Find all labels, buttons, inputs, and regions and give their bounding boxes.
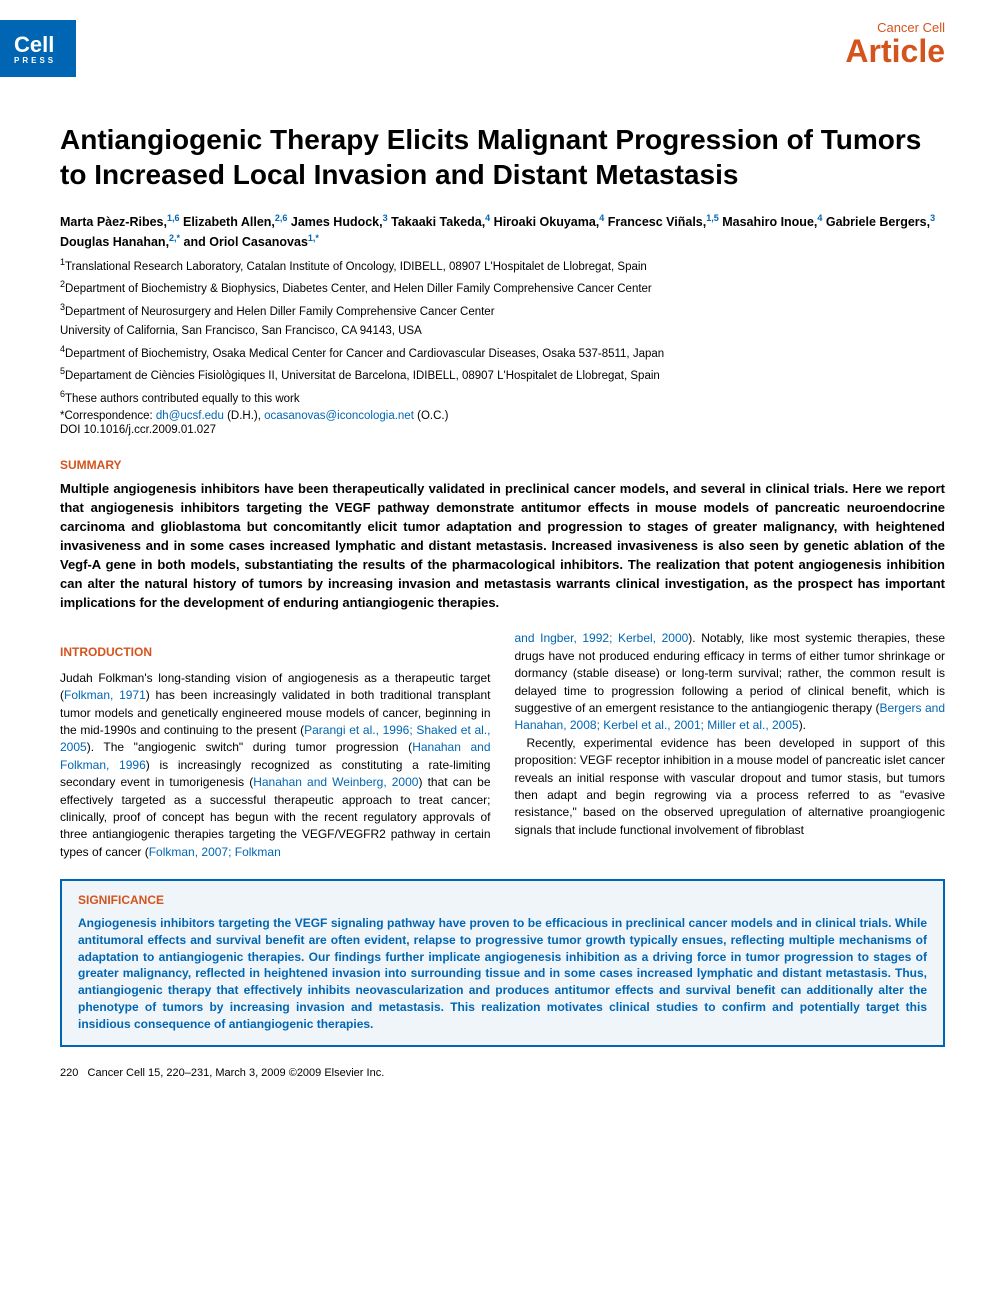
affiliation-text: These authors contributed equally to thi… <box>65 393 300 405</box>
affiliation-text: Translational Research Laboratory, Catal… <box>65 261 647 273</box>
author-affil-sup: 1,* <box>308 233 319 243</box>
summary-text: Multiple angiogenesis inhibitors have be… <box>60 480 945 612</box>
affiliation-line: University of California, San Francisco,… <box>60 323 945 340</box>
author-affil-sup: 4 <box>817 213 822 223</box>
author-name: and Oriol Casanovas <box>184 235 308 249</box>
author-affil-sup: 1,5 <box>706 213 719 223</box>
correspondence-initials-1: (D.H.), <box>227 410 261 422</box>
intro-paragraph-2: Recently, experimental evidence has been… <box>515 735 946 839</box>
significance-box: SIGNIFICANCE Angiogenesis inhibitors tar… <box>60 879 945 1047</box>
author-affil-sup: 3 <box>930 213 935 223</box>
affiliation-text: Department of Biochemistry & Biophysics,… <box>65 283 652 295</box>
authors-list: Marta Pàez-Ribes,1,6 Elizabeth Allen,2,6… <box>60 212 945 252</box>
footer-citation: Cancer Cell 15, 220–231, March 3, 2009 ©… <box>88 1067 385 1079</box>
author-name: Marta Pàez-Ribes, <box>60 215 167 229</box>
author-affil-sup: 4 <box>485 213 490 223</box>
affiliation-line: 1Translational Research Laboratory, Cata… <box>60 256 945 276</box>
author-affil-sup: 1,6 <box>167 213 180 223</box>
affiliations-list: 1Translational Research Laboratory, Cata… <box>60 256 945 408</box>
significance-text: Angiogenesis inhibitors targeting the VE… <box>78 915 927 1033</box>
correspondence-email-2[interactable]: ocasanovas@iconcologia.net <box>264 410 414 422</box>
affiliation-line: 6These authors contributed equally to th… <box>60 388 945 408</box>
reference-link[interactable]: Hanahan and Weinberg, 2000 <box>253 775 418 789</box>
column-left: INTRODUCTION Judah Folkman's long-standi… <box>60 630 491 861</box>
author-affil-sup: 2,6 <box>275 213 288 223</box>
article-title: Antiangiogenic Therapy Elicits Malignant… <box>60 122 945 192</box>
reference-link[interactable]: Folkman, 2007; Folkman <box>149 845 281 859</box>
author-affil-sup: 2,* <box>169 233 180 243</box>
author-name: Gabriele Bergers, <box>826 215 930 229</box>
page-footer: 220 Cancer Cell 15, 220–231, March 3, 20… <box>60 1067 945 1079</box>
author-name: Masahiro Inoue, <box>722 215 817 229</box>
body-columns: INTRODUCTION Judah Folkman's long-standi… <box>60 630 945 861</box>
affiliation-text: Department of Biochemistry, Osaka Medica… <box>65 348 664 360</box>
author-affil-sup: 3 <box>383 213 388 223</box>
affiliation-text: Departament de Ciències Fisiològiques II… <box>65 370 660 382</box>
author-name: Hiroaki Okuyama, <box>494 215 600 229</box>
page: Cell PRESS Cancer Cell Article Antiangio… <box>0 0 1005 1119</box>
intro-paragraph-1-continued: and Ingber, 1992; Kerbel, 2000). Notably… <box>515 630 946 734</box>
correspondence-initials-2: (O.C.) <box>417 410 448 422</box>
author-affil-sup: 4 <box>599 213 604 223</box>
reference-link[interactable]: Folkman, 1971 <box>64 688 146 702</box>
correspondence: *Correspondence: dh@ucsf.edu (D.H.), oca… <box>60 410 945 422</box>
affiliation-line: 3Department of Neurosurgery and Helen Di… <box>60 301 945 321</box>
intro-paragraph-1: Judah Folkman's long-standing vision of … <box>60 670 491 861</box>
cell-press-logo: Cell PRESS <box>0 20 76 77</box>
doi: DOI 10.1016/j.ccr.2009.01.027 <box>60 424 945 436</box>
affiliation-line: 4Department of Biochemistry, Osaka Medic… <box>60 343 945 363</box>
page-number: 220 <box>60 1067 78 1079</box>
author-name: Douglas Hanahan, <box>60 235 169 249</box>
reference-link[interactable]: and Ingber, 1992; Kerbel, 2000 <box>515 631 689 645</box>
correspondence-label: *Correspondence: <box>60 410 153 422</box>
logo-sub: PRESS <box>14 56 56 65</box>
journal-header: Cancer Cell Article <box>845 20 945 70</box>
affiliation-text: Department of Neurosurgery and Helen Dil… <box>65 306 495 318</box>
affiliation-text: University of California, San Francisco,… <box>60 325 422 337</box>
header-bar: Cell PRESS Cancer Cell Article <box>60 0 945 77</box>
summary-heading: SUMMARY <box>60 458 945 472</box>
affiliation-line: 5Departament de Ciències Fisiològiques I… <box>60 365 945 385</box>
author-name: Takaaki Takeda, <box>391 215 485 229</box>
author-name: Francesc Viñals, <box>608 215 706 229</box>
significance-heading: SIGNIFICANCE <box>78 893 927 907</box>
author-name: Elizabeth Allen, <box>183 215 275 229</box>
article-type: Article <box>845 33 945 70</box>
logo-main: Cell <box>14 32 54 57</box>
author-name: James Hudock, <box>291 215 383 229</box>
column-right: and Ingber, 1992; Kerbel, 2000). Notably… <box>515 630 946 861</box>
affiliation-line: 2Department of Biochemistry & Biophysics… <box>60 278 945 298</box>
correspondence-email-1[interactable]: dh@ucsf.edu <box>156 410 224 422</box>
introduction-heading: INTRODUCTION <box>60 644 491 661</box>
